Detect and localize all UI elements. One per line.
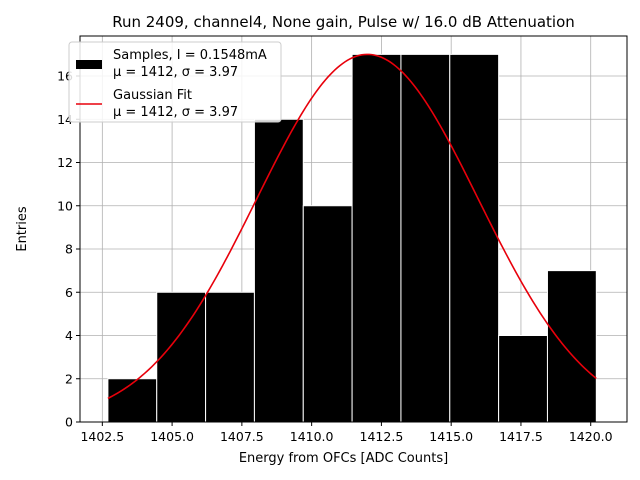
y-tick-label-5: 10 xyxy=(57,198,73,213)
histogram-bar-6 xyxy=(400,53,451,423)
y-tick-label-3: 6 xyxy=(65,285,73,300)
gaussian-fit-layer xyxy=(107,53,597,400)
x-tick-label-3: 1410.0 xyxy=(290,429,334,444)
histogram-bar-8 xyxy=(498,335,548,423)
x-tick-label-7: 1420.0 xyxy=(569,429,613,444)
x-tick-label-5: 1415.0 xyxy=(429,429,473,444)
histogram-bar-5 xyxy=(351,53,402,423)
legend-label-samples: Samples, I = 0.1548mA xyxy=(113,48,267,63)
legend-stats-samples: μ = 1412, σ = 3.97 xyxy=(113,65,238,80)
y-tick-label-6: 12 xyxy=(57,155,73,170)
histogram-bar-0 xyxy=(107,378,158,423)
y-axis-label: Entries xyxy=(15,206,30,252)
histogram-bar-2 xyxy=(205,291,255,423)
legend-swatch-samples xyxy=(76,60,102,69)
x-axis-ticks: 1402.5 1405.0 1407.5 1410.0 1412.5 1415.0 1417… xyxy=(80,422,613,444)
histogram-bar-4 xyxy=(302,205,353,423)
chart-title: Run 2409, channel4, None gain, Pulse w/ … xyxy=(112,13,575,31)
x-tick-label-2: 1407.5 xyxy=(220,429,264,444)
y-tick-label-1: 2 xyxy=(65,371,73,386)
y-tick-label-0: 0 xyxy=(65,415,73,430)
histogram-bar-7 xyxy=(449,53,500,423)
x-tick-label-6: 1417.5 xyxy=(499,429,543,444)
x-axis-label: Energy from OFCs [ADC Counts] xyxy=(239,451,448,466)
gaussian-fit-line xyxy=(107,53,597,400)
legend-label-fit: Gaussian Fit xyxy=(113,88,192,103)
histogram-bar-9 xyxy=(546,270,597,423)
x-tick-label-0: 1402.5 xyxy=(80,429,124,444)
y-tick-label-4: 8 xyxy=(65,242,73,257)
x-tick-label-4: 1412.5 xyxy=(360,429,404,444)
legend: Samples, I = 0.1548mA μ = 1412, σ = 3.97… xyxy=(68,41,282,123)
legend-stats-fit: μ = 1412, σ = 3.97 xyxy=(113,105,238,120)
x-tick-label-1: 1405.0 xyxy=(150,429,194,444)
legend-box xyxy=(68,41,282,123)
plot-frame xyxy=(79,35,628,423)
histogram-bar-3 xyxy=(253,118,304,423)
histogram-bars xyxy=(107,53,597,423)
y-tick-label-2: 4 xyxy=(65,328,73,343)
histogram-bar-1 xyxy=(156,291,207,423)
